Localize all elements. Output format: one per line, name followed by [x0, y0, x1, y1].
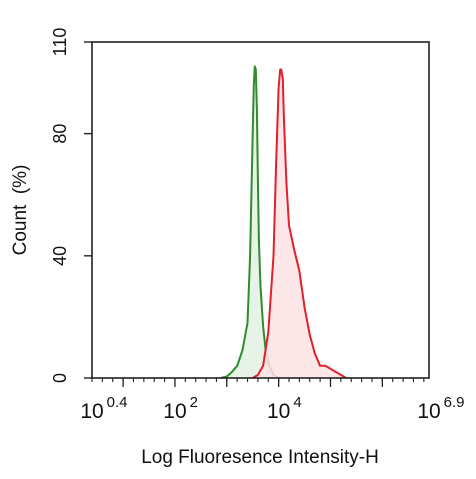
x-tick-label: 10 4: [267, 394, 302, 423]
series-layer: [220, 65, 347, 379]
y-axis: 0 40 80 110: [50, 28, 92, 383]
x-tick-base: 10: [163, 400, 186, 423]
x-tick-exponent: 2: [190, 394, 198, 411]
x-tick-exponent: 4: [293, 394, 301, 411]
y-tick-label: 110: [50, 28, 70, 57]
y-tick-label: 0: [50, 373, 70, 383]
series-2-area: [252, 69, 346, 378]
series-1-area: [220, 66, 279, 379]
y-axis-label: Count (%): [10, 165, 31, 256]
x-tick-label: 10 0.4: [80, 394, 127, 423]
x-tick-base: 10: [267, 400, 290, 423]
x-tick-base: 10: [417, 400, 440, 423]
x-axis: 10 0.4 10 2 10 4 10 6.9: [80, 378, 465, 423]
x-tick-label: 10 2: [163, 394, 198, 423]
x-tick-exponent: 6.9: [444, 394, 465, 411]
x-tick-base: 10: [80, 400, 103, 423]
x-axis-label: Log Fluoresence Intensity-H: [141, 447, 379, 468]
plot-frame: [91, 41, 430, 379]
y-tick-label: 80: [50, 124, 70, 144]
x-tick-label: 10 6.9: [417, 394, 464, 423]
y-tick-label: 40: [50, 246, 70, 266]
x-tick-exponent: 0.4: [107, 394, 128, 411]
series-2-line: [252, 68, 347, 379]
